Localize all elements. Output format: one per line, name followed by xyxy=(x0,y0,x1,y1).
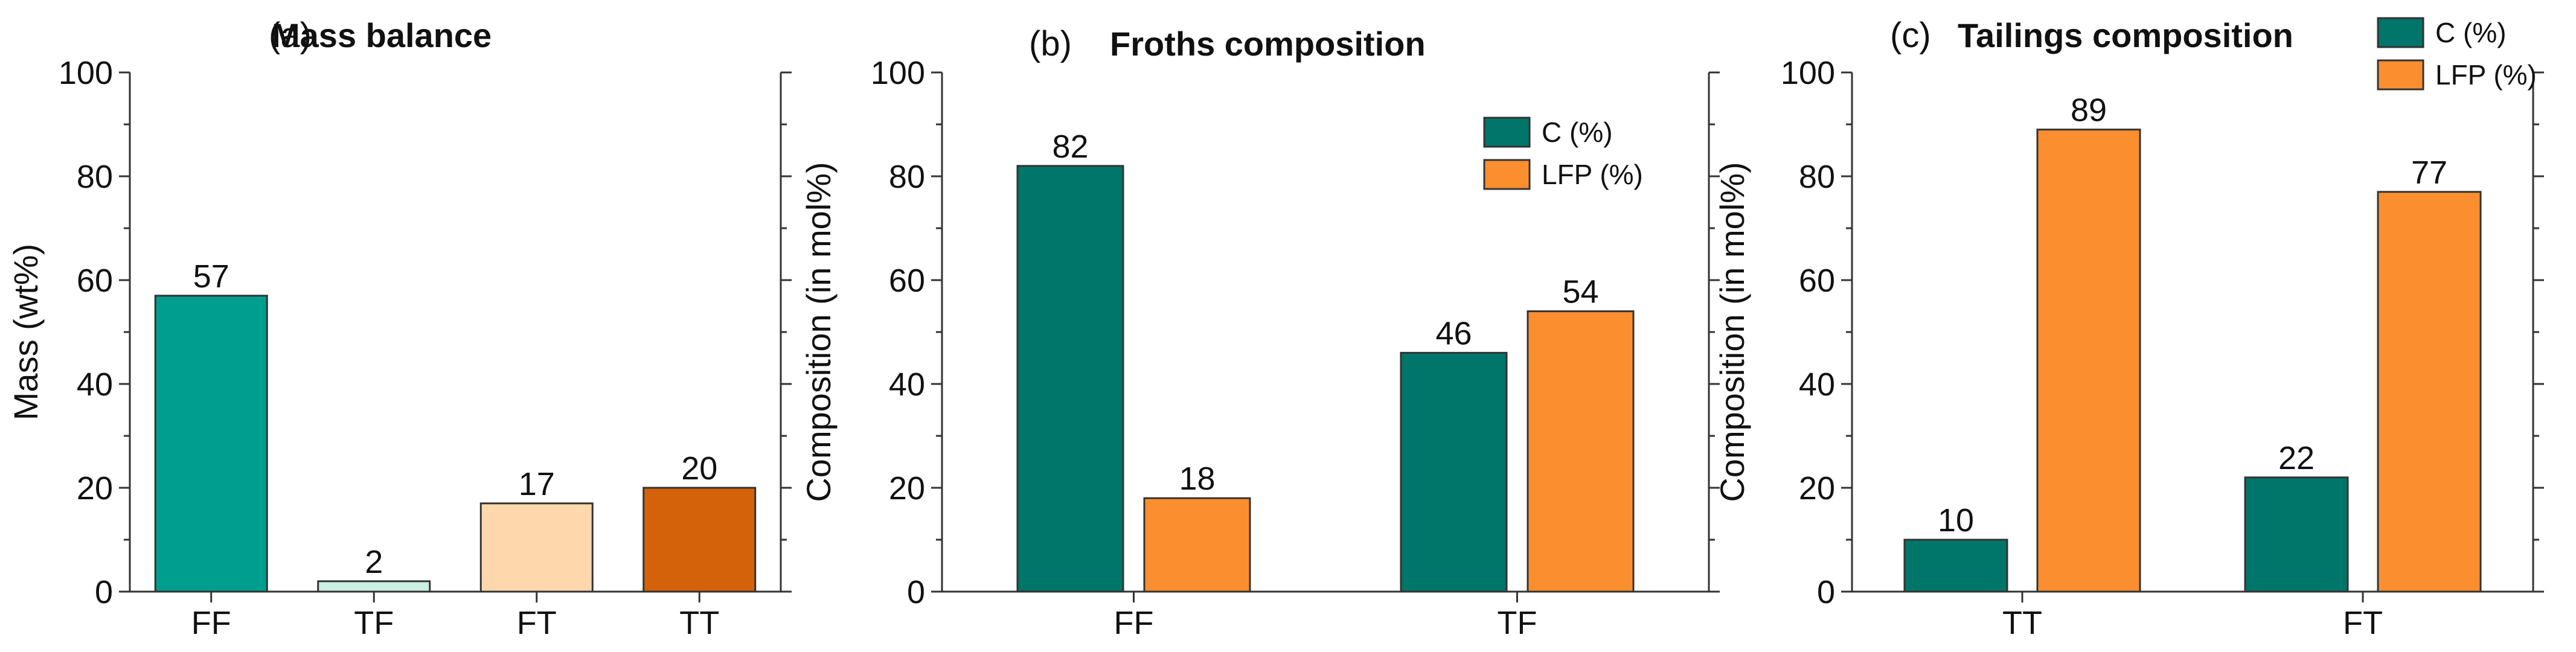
data-label: 89 xyxy=(2071,92,2107,129)
y-tick-label: 100 xyxy=(59,55,113,91)
x-tick-label: TT xyxy=(2002,605,2042,641)
y-tick-label: 80 xyxy=(889,159,925,195)
bar-lfp-tf xyxy=(1527,310,1635,593)
x-tick-label: TT xyxy=(679,605,719,641)
data-label: 10 xyxy=(1938,502,1974,539)
x-tick-label: FF xyxy=(191,605,231,641)
y-tick-label: 80 xyxy=(1799,159,1835,195)
y-tick-label: 100 xyxy=(1781,55,1835,91)
legend-swatch xyxy=(1483,117,1531,148)
y-tick-label: 0 xyxy=(1817,574,1835,610)
legend-swatch xyxy=(2377,17,2424,48)
bar-lfp-ft xyxy=(2377,191,2482,593)
data-label: 20 xyxy=(681,450,717,487)
x-tick-label: FF xyxy=(1114,605,1154,641)
y-tick-label: 60 xyxy=(889,263,925,299)
legend-swatch xyxy=(1483,159,1531,190)
bar-ff xyxy=(154,295,268,593)
data-label: 54 xyxy=(1562,274,1598,310)
legend: C (%) LFP (%) xyxy=(2377,17,2537,91)
y-tick-label: 20 xyxy=(1799,470,1835,507)
y-tick-label: 20 xyxy=(889,470,925,507)
y-tick-label: 60 xyxy=(77,263,113,299)
y-tick-label: 0 xyxy=(95,574,113,610)
y-tick-label: 20 xyxy=(77,470,113,507)
x-tick-label: TF xyxy=(354,605,394,641)
bar-c-ft xyxy=(2244,476,2349,593)
legend-label: LFP (%) xyxy=(1542,159,1643,190)
y-axis-label: Composition (in mol%) xyxy=(799,162,838,502)
bar-lfp-tt xyxy=(2036,129,2141,593)
y-axis-label: Composition (in mol%) xyxy=(1713,162,1751,502)
chart-panel-1: 0 20 40 60 80 100 Composition (in mol%) (b) Frot… xyxy=(799,24,1720,641)
chart-panel-0: 0 20 40 60 80 100 Mass (wt%) (a)Mass balance FF 5… xyxy=(7,16,792,641)
data-label: 22 xyxy=(2278,440,2315,476)
y-axis-label: Mass (wt%) xyxy=(7,244,45,420)
y-tick-label: 60 xyxy=(1799,263,1835,299)
bar-tf xyxy=(317,580,431,593)
bar-lfp-ff xyxy=(1143,497,1251,593)
bar-c-tf xyxy=(1400,351,1508,593)
panel-label: (a) xyxy=(269,16,312,55)
legend-label: C (%) xyxy=(1542,117,1613,148)
data-label: 46 xyxy=(1435,315,1472,351)
legend-swatch xyxy=(2377,59,2424,91)
y-tick-label: 100 xyxy=(871,55,925,91)
x-tick-label: FT xyxy=(517,605,557,641)
y-tick-label: 40 xyxy=(77,366,113,403)
legend-label: C (%) xyxy=(2435,17,2507,48)
chart-title: Mass balance xyxy=(272,16,492,54)
data-label: 2 xyxy=(365,544,383,580)
data-label: 18 xyxy=(1179,461,1215,497)
panel-label: (b) xyxy=(1029,24,1072,63)
data-label: 17 xyxy=(519,466,555,502)
data-label: 82 xyxy=(1052,129,1088,165)
chart-panel-2: 0 20 40 60 80 100 Composition (in mol%) (c) Tail… xyxy=(1713,16,2544,641)
y-tick-label: 80 xyxy=(77,159,113,195)
panel-label: (c) xyxy=(1890,16,1931,55)
data-label: 77 xyxy=(2411,155,2447,191)
bar-ft xyxy=(479,502,594,593)
x-tick-label: TF xyxy=(1498,605,1537,641)
y-tick-label: 0 xyxy=(907,574,925,610)
y-tick-label: 40 xyxy=(1799,366,1835,403)
bar-c-tt xyxy=(1903,539,2008,593)
chart-title: Tailings composition xyxy=(1958,16,2293,54)
legend-label: LFP (%) xyxy=(2435,59,2537,91)
y-tick-label: 40 xyxy=(889,366,925,403)
legend: C (%) LFP (%) xyxy=(1483,117,1643,190)
chart-title: Froths composition xyxy=(1110,25,1426,63)
x-tick-label: FT xyxy=(2343,605,2383,641)
bar-tt xyxy=(642,487,757,593)
data-label: 57 xyxy=(193,258,229,295)
bar-c-ff xyxy=(1016,165,1124,593)
